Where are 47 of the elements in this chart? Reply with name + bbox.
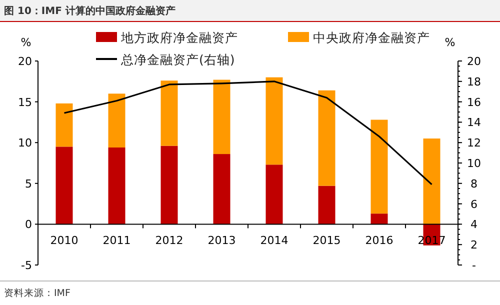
y2-tick-label: 6	[470, 198, 478, 211]
y2-tick-label: 12	[467, 136, 481, 150]
y2-tick-label: 2	[470, 238, 478, 252]
bar	[370, 120, 388, 214]
bar	[213, 80, 230, 154]
y-tick-label: 15	[18, 96, 32, 109]
legend-label: 中央政府净金融资产	[313, 30, 430, 45]
y2-tick-label: 16	[467, 96, 481, 109]
bar	[56, 146, 73, 224]
y2-tick-label: 18	[467, 75, 481, 88]
line-series	[63, 80, 433, 186]
y-tick-label: -5	[21, 259, 32, 272]
x-tick-label: 2013	[208, 234, 236, 248]
bar	[318, 186, 336, 224]
x-tick-label: 2012	[155, 234, 184, 248]
y2-tick-label: 8	[470, 177, 478, 190]
x-tick-label: 2015	[312, 234, 341, 248]
x-tick-label: 2010	[50, 234, 78, 248]
bar	[108, 147, 126, 224]
bar	[108, 94, 126, 148]
legend-label: 总净金融资产(右轴)	[120, 52, 235, 67]
bar	[160, 80, 178, 146]
bar	[370, 214, 388, 224]
bar	[56, 103, 73, 147]
x-tick-label: 2016	[365, 234, 394, 248]
bar	[423, 138, 440, 224]
y-tick-label: 5	[25, 177, 32, 190]
y2-tick-label: 14	[467, 116, 481, 130]
y2-tick-label: 20	[467, 55, 481, 68]
bar	[318, 90, 336, 186]
y2-tick-label: 10	[467, 157, 481, 170]
legend-label: 地方政府净金融资产	[120, 30, 238, 45]
text: 资料来源：IMF	[4, 287, 70, 299]
y-tick-label: 20	[18, 55, 32, 68]
y-axis-title: %	[20, 36, 32, 49]
x-tick-label: 2011	[102, 234, 131, 248]
y2-tick-label: 4	[470, 218, 478, 232]
y-tick-label: 0	[25, 218, 32, 232]
y2-axis-title: %	[444, 36, 456, 49]
bar	[160, 146, 178, 224]
bar	[266, 77, 283, 165]
x-tick-label: 2014	[260, 234, 288, 248]
y2-tick-label: -	[472, 259, 476, 272]
chart-title: 图 10：IMF 计算的中国政府金融资产	[4, 5, 176, 17]
bar	[213, 154, 230, 224]
y-tick-label: 10	[18, 136, 32, 150]
bar	[266, 164, 283, 224]
